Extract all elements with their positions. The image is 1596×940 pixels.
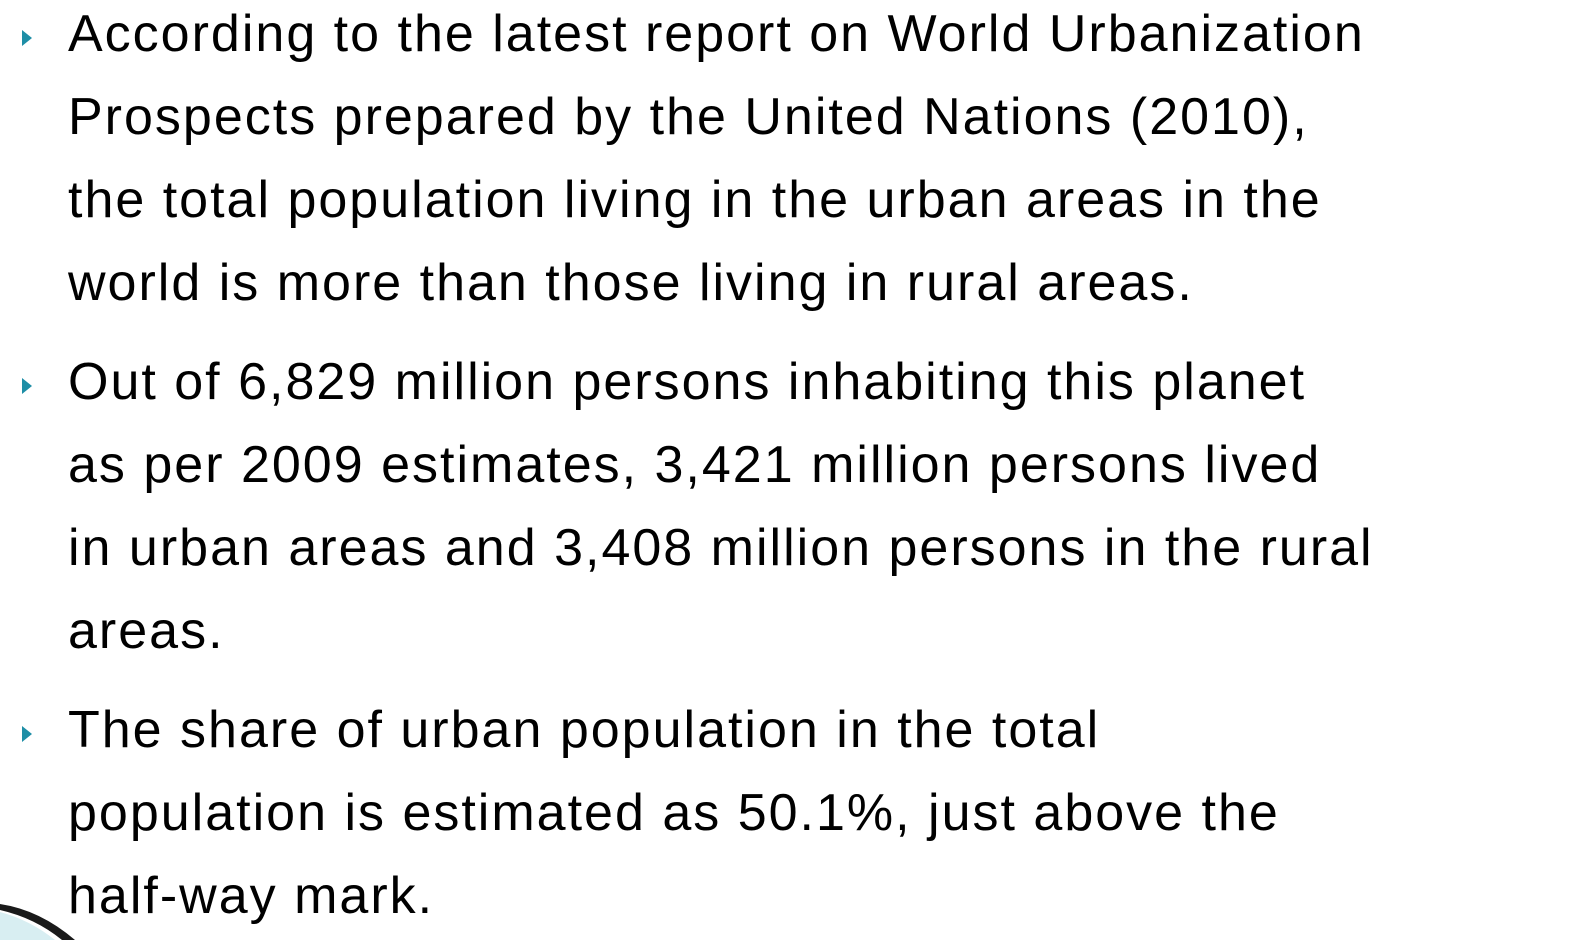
- text-line: half-way mark.: [68, 867, 435, 925]
- bullet-marker: [22, 726, 32, 742]
- text-line: in urban areas and 3,408 million persons…: [68, 519, 1374, 577]
- bullet-marker: [22, 378, 32, 394]
- text-line: areas.: [68, 602, 225, 660]
- text-line: The share of urban population in the tot…: [68, 701, 1101, 759]
- text-line: as per 2009 estimates, 3,421 million per…: [68, 436, 1322, 494]
- text-line: Out of 6,829 million persons inhabiting …: [68, 353, 1307, 411]
- text-line: world is more than those living in rural…: [68, 254, 1194, 312]
- text-line: According to the latest report on World …: [68, 5, 1365, 63]
- text-line: Prospects prepared by the United Nations…: [68, 88, 1309, 146]
- text-line: the total population living in the urban…: [68, 171, 1322, 229]
- corner-decoration: [0, 904, 75, 940]
- bullet-marker: [22, 30, 32, 46]
- text-line: population is estimated as 50.1%, just a…: [68, 784, 1280, 842]
